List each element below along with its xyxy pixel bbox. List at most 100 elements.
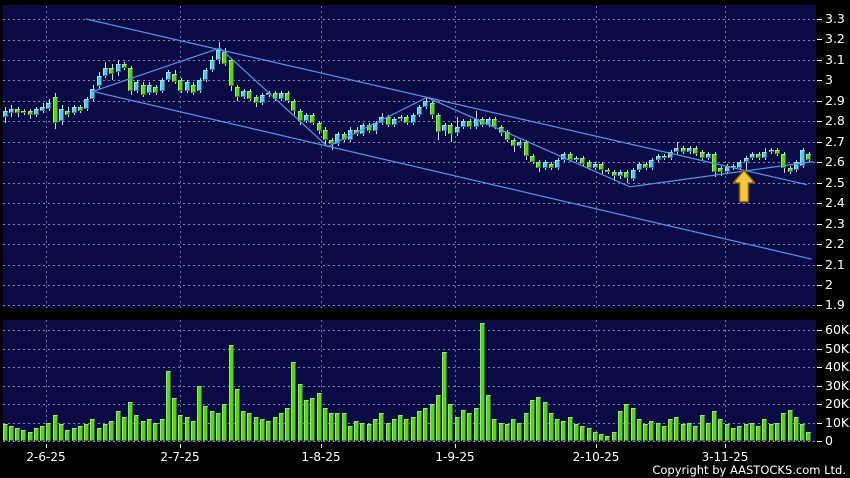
volume-bar: [65, 429, 70, 441]
volume-bar: [750, 422, 755, 441]
candle-body: [84, 98, 89, 109]
candle-body: [342, 133, 347, 140]
candle-body: [210, 59, 215, 71]
volume-bar: [160, 418, 165, 441]
price-gridline: [3, 39, 816, 41]
price-axis-label: 2.1: [825, 257, 845, 272]
candle-body: [323, 129, 328, 140]
price-axis-tick: [817, 265, 822, 266]
candle-body: [599, 164, 604, 171]
volume-bar: [794, 417, 799, 442]
candle-body: [53, 96, 58, 124]
candle-body: [744, 158, 749, 163]
volume-bar: [599, 433, 604, 441]
date-gridline: [45, 5, 47, 308]
volume-bar: [222, 404, 227, 441]
volume-bar: [266, 420, 271, 442]
candle-body: [116, 64, 121, 73]
candle-body: [706, 154, 711, 159]
candle-body: [379, 117, 384, 124]
volume-bar: [700, 415, 705, 441]
volume-bar: [624, 404, 629, 441]
volume-bar: [687, 422, 692, 441]
candle-body: [430, 102, 435, 116]
candle-body: [517, 141, 522, 146]
candle-body: [386, 117, 391, 126]
candle-body: [373, 123, 378, 132]
volume-bar: [348, 426, 353, 441]
candle-body: [147, 84, 152, 93]
candle-body: [750, 154, 755, 159]
candle-body: [448, 125, 453, 134]
volume-bar: [781, 413, 786, 442]
candle-body: [593, 164, 598, 169]
volume-bar: [643, 424, 648, 441]
price-axis-label: 2.7: [825, 134, 845, 149]
volume-bar: [354, 420, 359, 442]
price-axis-label: 2.5: [825, 175, 845, 190]
candle-body: [78, 107, 83, 112]
volume-bar: [593, 431, 598, 442]
candle-body: [40, 107, 45, 112]
volume-bar: [411, 417, 416, 442]
candle-body: [718, 168, 723, 173]
date-axis-tick: [180, 444, 181, 448]
candle-body: [656, 156, 661, 161]
candle-body: [769, 149, 774, 152]
volume-bar: [141, 420, 146, 442]
candle-body: [235, 86, 240, 97]
price-axis-label: 2.8: [825, 113, 845, 128]
volume-bar: [612, 431, 617, 442]
volume-bar: [216, 413, 221, 442]
price-axis-label: 3.2: [825, 31, 845, 46]
candle-body: [178, 80, 183, 91]
volume-bar: [279, 413, 284, 442]
volume-bar: [517, 422, 522, 441]
candle-body: [624, 172, 629, 179]
candle-body: [367, 125, 372, 132]
candle-body: [574, 158, 579, 161]
date-axis-tick: [46, 444, 47, 448]
price-axis-label: 3: [825, 72, 833, 87]
candle-body: [160, 80, 165, 91]
date-axis-label: 2-7-25: [160, 450, 200, 464]
volume-axis-label: 0: [825, 433, 833, 448]
candle-body: [109, 68, 114, 75]
date-gridline: [180, 320, 182, 442]
candle-body: [59, 109, 64, 122]
volume-bar: [360, 422, 365, 441]
candle-body: [662, 156, 667, 159]
volume-bar: [178, 415, 183, 441]
volume-bar: [304, 400, 309, 441]
volume-bar: [725, 424, 730, 441]
volume-bar: [674, 417, 679, 442]
date-gridline: [180, 5, 182, 308]
volume-bar: [323, 407, 328, 441]
volume-axis-tick: [817, 330, 822, 331]
candle-body: [492, 119, 497, 128]
price-gridline: [3, 141, 816, 143]
candle-body: [128, 68, 133, 91]
price-axis-label: 2.9: [825, 93, 845, 108]
candle-body: [555, 160, 560, 169]
volume-gridline: [3, 441, 816, 442]
volume-bar: [367, 424, 372, 441]
candle-body: [65, 111, 70, 116]
volume-bar: [649, 420, 654, 442]
date-gridline: [320, 320, 322, 442]
volume-bar: [97, 428, 102, 441]
date-axis-label: 2-6-25: [26, 450, 66, 464]
price-gridline: [3, 264, 816, 266]
volume-bar: [260, 418, 265, 441]
price-axis-label: 2: [825, 277, 833, 292]
volume-bar: [737, 426, 742, 441]
volume-bar: [574, 424, 579, 441]
candle-body: [700, 152, 705, 159]
date-axis-label: 3-11-25: [701, 450, 749, 464]
volume-bar: [762, 418, 767, 441]
candle-body: [185, 82, 190, 91]
price-axis-tick: [817, 142, 822, 143]
candle-body: [411, 115, 416, 124]
candle-body: [172, 74, 177, 83]
candle-body: [153, 86, 158, 93]
